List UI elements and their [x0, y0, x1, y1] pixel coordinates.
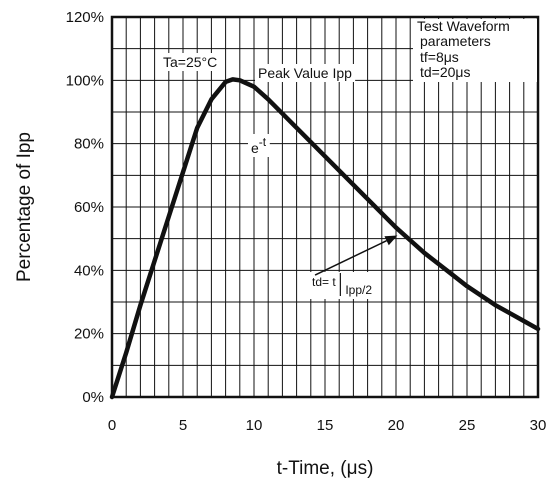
current-curve	[109, 77, 541, 400]
y-tick-label: 0%	[82, 389, 104, 406]
td-subscript: Ipp/2	[345, 283, 372, 297]
td-arrow	[314, 240, 387, 276]
td-arrowhead	[384, 235, 398, 246]
x-axis-label: t-Time, (μs)	[277, 458, 374, 479]
decay-exponent: -t	[259, 135, 267, 149]
waveform-td-line: td=20μs	[420, 64, 471, 80]
waveform-title-line: Test Waveform	[417, 18, 510, 34]
plot-frame	[110, 15, 540, 399]
x-tick-label: 20	[388, 417, 405, 434]
decay-label: e-t	[251, 135, 267, 156]
x-tick-label: 0	[108, 417, 116, 434]
x-tick-label: 30	[530, 417, 547, 434]
ambient-label-bg	[160, 53, 221, 71]
ambient-temperature-label: Ta=25°C	[163, 54, 217, 70]
y-tick-label: 60%	[74, 199, 104, 216]
waveform-tf-line: tf=8μs	[420, 49, 459, 65]
x-tick-label: 10	[246, 417, 263, 434]
waveform-params-line: parameters	[420, 33, 491, 49]
x-tick-label: 5	[179, 417, 187, 434]
y-tick-label: 100%	[66, 72, 104, 89]
decay-base: e	[251, 140, 259, 156]
peak-label-bg	[255, 64, 356, 82]
y-tick-label: 80%	[74, 136, 104, 153]
td-label-bg	[309, 272, 376, 299]
x-tick-labels: 0 5 10 15 20 25 30	[108, 417, 547, 434]
x-tick-label: 25	[459, 417, 476, 434]
waveform-box-bg	[413, 19, 537, 82]
y-tick-label: 20%	[74, 326, 104, 343]
peak-value-label: Peak Value Ipp	[258, 65, 352, 81]
y-tick-labels: 0% 20% 40% 60% 80% 100% 120%	[66, 9, 104, 406]
td-label: td= t	[312, 275, 336, 289]
y-tick-label: 40%	[74, 262, 104, 279]
y-axis-label: Percentage of Ipp	[14, 132, 35, 282]
y-tick-label: 120%	[66, 9, 104, 26]
decay-label-bg	[248, 134, 270, 157]
x-tick-label: 15	[317, 417, 334, 434]
